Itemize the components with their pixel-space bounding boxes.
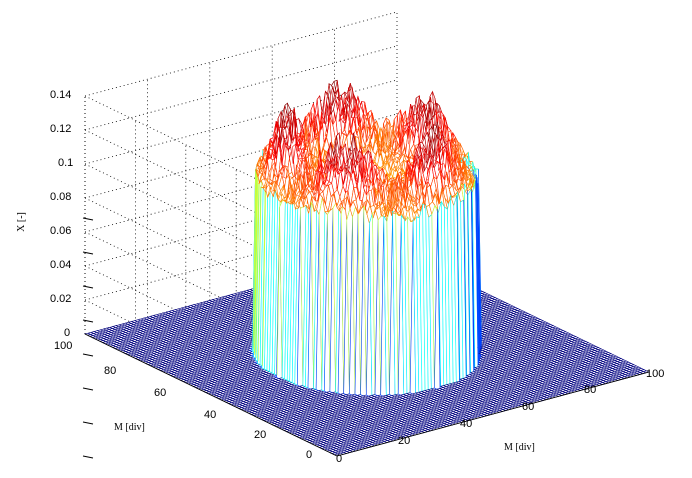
surface-mesh	[84, 79, 650, 457]
